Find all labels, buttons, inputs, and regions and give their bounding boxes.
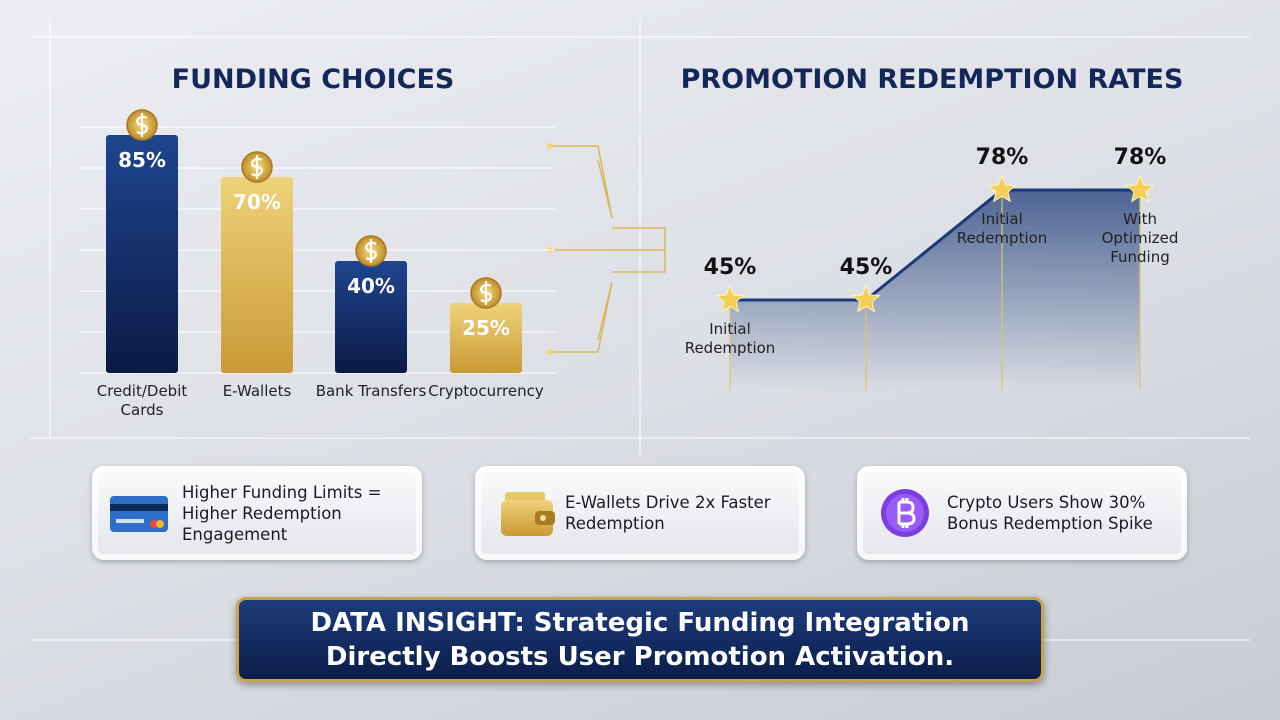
value-label: 40% — [347, 274, 395, 298]
bar — [450, 303, 522, 373]
x-tick-label: E-Wallets — [222, 382, 292, 400]
point-label: Initial Redemption — [956, 210, 1048, 247]
data-insight: DATA INSIGHT: Strategic Funding Integrat… — [236, 597, 1044, 682]
chart-title: FUNDING CHOICES — [172, 64, 455, 95]
value-label: 25% — [462, 316, 510, 340]
value-label: 45% — [704, 255, 757, 280]
bar — [106, 135, 178, 373]
value-label: 70% — [233, 190, 281, 214]
chart-title: PROMOTION REDEMPTION RATES — [681, 64, 1184, 95]
value-label: 78% — [976, 145, 1029, 170]
x-tick-label: Cryptocurrency — [428, 382, 544, 400]
star-marker — [1125, 174, 1155, 203]
wallet-icon — [501, 492, 555, 536]
insight-card: Crypto Users Show 30% Bonus Redemption S… — [857, 466, 1187, 560]
insight-card: Higher Funding Limits = Higher Redemptio… — [92, 466, 422, 560]
bitcoin-icon — [881, 489, 929, 537]
card-text: E-Wallets Drive 2x Faster Redemption — [565, 493, 771, 533]
x-tick-label: Credit/Debit Cards — [96, 382, 188, 419]
card-text: Higher Funding Limits = Higher Redemptio… — [182, 482, 382, 544]
coin-symbol — [136, 113, 148, 137]
star-marker — [851, 284, 881, 313]
coin-symbol — [365, 239, 377, 263]
point-label: Initial Redemption — [684, 320, 776, 357]
bar — [335, 261, 407, 373]
line — [730, 188, 1140, 302]
coin-symbol — [480, 281, 492, 305]
star-marker — [715, 284, 745, 313]
insight-card: E-Wallets Drive 2x Faster Redemption — [475, 466, 805, 560]
star-marker — [987, 174, 1017, 203]
coin-symbol — [251, 155, 263, 179]
card-icon — [110, 496, 168, 532]
connector-dot — [547, 349, 553, 355]
area — [730, 190, 1140, 390]
connector-dot — [547, 143, 553, 149]
card-text: Crypto Users Show 30% Bonus Redemption S… — [947, 493, 1153, 533]
connector — [550, 145, 666, 353]
value-label: 45% — [840, 255, 893, 280]
point-label: With Optimized Funding — [1101, 210, 1179, 266]
x-tick-label: Bank Transfers — [315, 382, 427, 400]
bar — [221, 177, 293, 373]
value-label: 78% — [1114, 145, 1167, 170]
value-label: 85% — [118, 148, 166, 172]
